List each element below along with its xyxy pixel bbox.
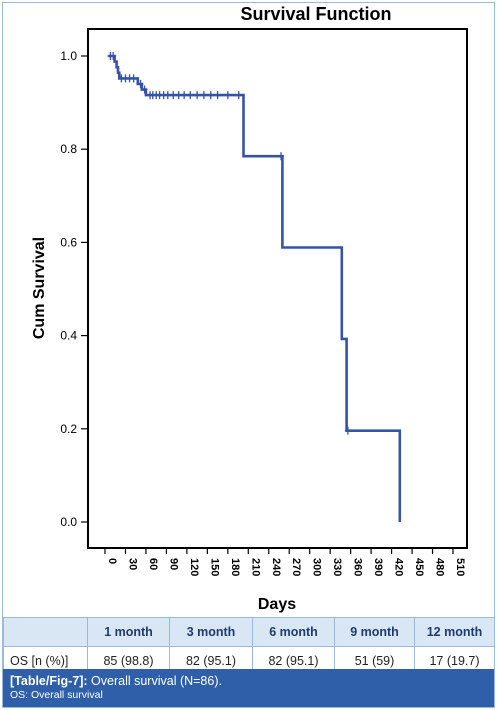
- x-tick-label: 0: [106, 558, 118, 564]
- x-tick-label: 120: [188, 558, 200, 576]
- table-header-cell: 3 month: [169, 617, 253, 647]
- table-header-cell: 9 month: [334, 617, 415, 647]
- y-tick-label: 0.8: [60, 142, 77, 156]
- x-tick-label: 60: [147, 558, 159, 570]
- y-tick-label: 0.0: [60, 515, 77, 529]
- table-header-cell: 6 month: [252, 617, 335, 647]
- x-axis-label: Days: [258, 596, 296, 613]
- x-tick-label: 330: [331, 558, 343, 576]
- survival-table: 1 month 3 month 6 month 9 month 12 month…: [3, 617, 495, 676]
- censor-mark: [207, 91, 214, 100]
- x-tick-label: 480: [434, 558, 446, 576]
- x-tick-label: 450: [413, 558, 425, 576]
- survival-chart: Survival Function 0 30 60 90 120 150 180 210 240…: [31, 4, 468, 613]
- caption-label: [Table/Fig-7]:: [10, 674, 88, 688]
- x-tick-label: 390: [372, 558, 384, 576]
- censor-mark: [278, 152, 285, 161]
- y-tick-label: 0.6: [60, 235, 77, 249]
- x-tick-label: 420: [393, 558, 405, 576]
- chart-title: Survival Function: [240, 4, 391, 24]
- censor-mark: [214, 91, 221, 100]
- figure-caption: [Table/Fig-7]: Overall survival (N=86). …: [3, 669, 494, 707]
- x-axis: 0 30 60 90 120 150 180 210 240 270 300 330 360 390 420…: [104, 548, 466, 576]
- y-tick-label: 0.4: [60, 329, 77, 343]
- censor-mark: [141, 85, 148, 94]
- table-header-cell: 1 month: [87, 617, 170, 647]
- censor-mark: [130, 74, 137, 83]
- table-header-cell: 12 month: [414, 617, 495, 647]
- censor-mark: [137, 79, 144, 88]
- y-axis-label: Cum Survival: [31, 237, 48, 339]
- x-tick-label: 270: [290, 558, 302, 576]
- x-tick-label: 30: [126, 558, 138, 570]
- censor-mark: [194, 91, 201, 100]
- x-tick-label: 510: [454, 558, 466, 576]
- x-tick-label: 90: [167, 558, 179, 570]
- censor-mark: [224, 91, 231, 100]
- plot-area: [87, 28, 468, 549]
- y-tick-label: 0.2: [60, 422, 77, 436]
- censor-mark: [235, 91, 242, 100]
- censor-mark: [181, 91, 188, 100]
- censor-mark: [187, 91, 194, 100]
- censor-mark: [344, 426, 351, 435]
- y-axis: 0.0 0.2 0.4 0.6 0.8 1.0: [60, 49, 88, 529]
- x-tick-label: 240: [270, 558, 282, 576]
- censor-mark: [200, 91, 207, 100]
- x-tick-label: 360: [352, 558, 364, 576]
- y-tick-label: 1.0: [60, 49, 77, 63]
- censor-mark: [110, 52, 117, 60]
- table-header-row: 1 month 3 month 6 month 9 month 12 month: [3, 617, 495, 647]
- survival-series: [107, 52, 402, 522]
- censor-mark: [164, 91, 171, 100]
- caption-note: OS: Overall survival: [10, 689, 103, 701]
- censor-mark: [175, 91, 182, 100]
- x-tick-label: 300: [311, 558, 323, 576]
- x-tick-label: 180: [229, 558, 241, 576]
- table-header-cell: [3, 617, 88, 647]
- x-tick-label: 150: [208, 558, 220, 576]
- x-tick-label: 210: [249, 558, 261, 576]
- caption-text: Overall survival (N=86).: [91, 674, 222, 688]
- censor-mark: [170, 91, 177, 100]
